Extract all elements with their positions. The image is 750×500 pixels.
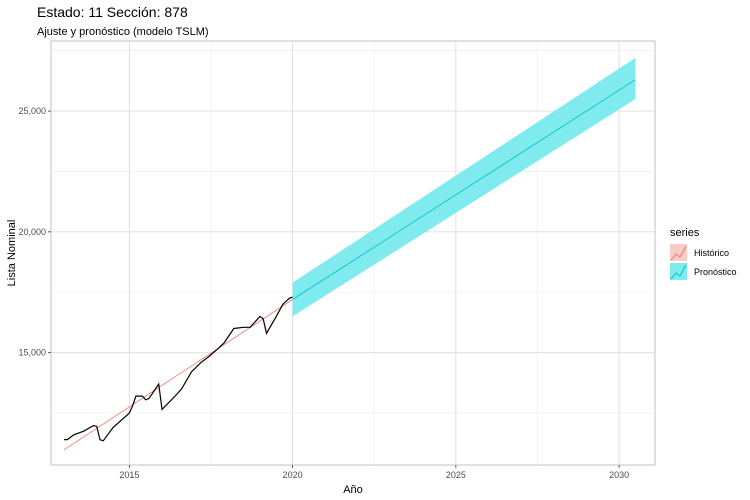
x-tick-label: 2020 [283,470,303,480]
x-axis-title: Año [343,484,363,496]
forecast-interval-band [292,57,636,317]
x-tick-label: 2025 [446,470,466,480]
legend-label-historico: Histórico [694,248,729,258]
y-tick-label: 25,000 [18,106,46,116]
chart-subtitle: Ajuste y pronóstico (modelo TSLM) [37,26,209,38]
y-tick-label: 15,000 [18,348,46,358]
forecast-mean-line [292,79,636,300]
plot-panel [50,40,656,466]
chart-title: Estado: 11 Sección: 878 [37,4,188,20]
y-tick-label: 20,000 [18,227,46,237]
y-axis-ticks: 15,000 20,000 25,000 [18,106,51,358]
legend-title: series [670,227,700,239]
fitted-trend-line [63,299,293,451]
observed-series-line [64,296,293,442]
legend-line-historico [670,245,687,261]
x-axis-ticks: 2015 2020 2025 2030 [119,465,629,480]
x-tick-label: 2015 [119,470,139,480]
legend-line-pronostico [670,264,687,280]
minor-grid [51,41,655,465]
legend-label-pronostico: Pronóstico [694,267,737,277]
x-tick-label: 2030 [609,470,629,480]
y-axis-title: Lista Nominal [6,220,18,287]
legend: series Histórico Pronóstico [670,227,737,280]
